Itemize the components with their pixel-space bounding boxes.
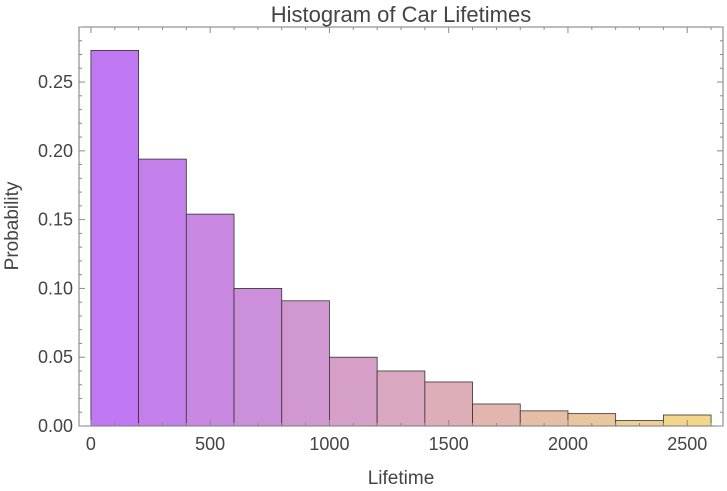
- histogram-bar: [472, 403, 521, 427]
- y-tick-label: 0.05: [38, 347, 73, 367]
- x-tick-label: 0: [86, 434, 96, 454]
- histogram-bar: [424, 381, 473, 427]
- x-tick-label: 2000: [548, 434, 588, 454]
- histogram-bar: [233, 288, 283, 427]
- x-tick-label: 500: [195, 434, 225, 454]
- x-tick-label: 2500: [667, 434, 707, 454]
- chart-title: Histogram of Car Lifetimes: [271, 2, 531, 27]
- y-tick-label: 0.25: [38, 72, 73, 92]
- y-tick-label: 0.20: [38, 141, 73, 161]
- histogram-bar: [376, 370, 426, 427]
- x-tick-label: 1000: [309, 434, 349, 454]
- histogram-bar: [138, 158, 187, 427]
- histogram-bar: [329, 356, 378, 427]
- histogram-bar: [281, 300, 330, 427]
- y-axis-label: Probability: [2, 181, 23, 270]
- x-axis-label: Lifetime: [368, 468, 435, 489]
- ticks-group: 0 500 1000 1500 2000 2500 0.00 0.05 0.10 0.15 0.20…: [38, 26, 723, 454]
- y-tick-label: 0.00: [38, 416, 73, 436]
- y-tick-label: 0.10: [38, 278, 73, 298]
- histogram-bar: [185, 213, 235, 427]
- histogram-bar: [90, 49, 140, 427]
- bars-group: [90, 49, 712, 427]
- x-tick-label: 1500: [429, 434, 469, 454]
- y-tick-label: 0.15: [38, 210, 73, 230]
